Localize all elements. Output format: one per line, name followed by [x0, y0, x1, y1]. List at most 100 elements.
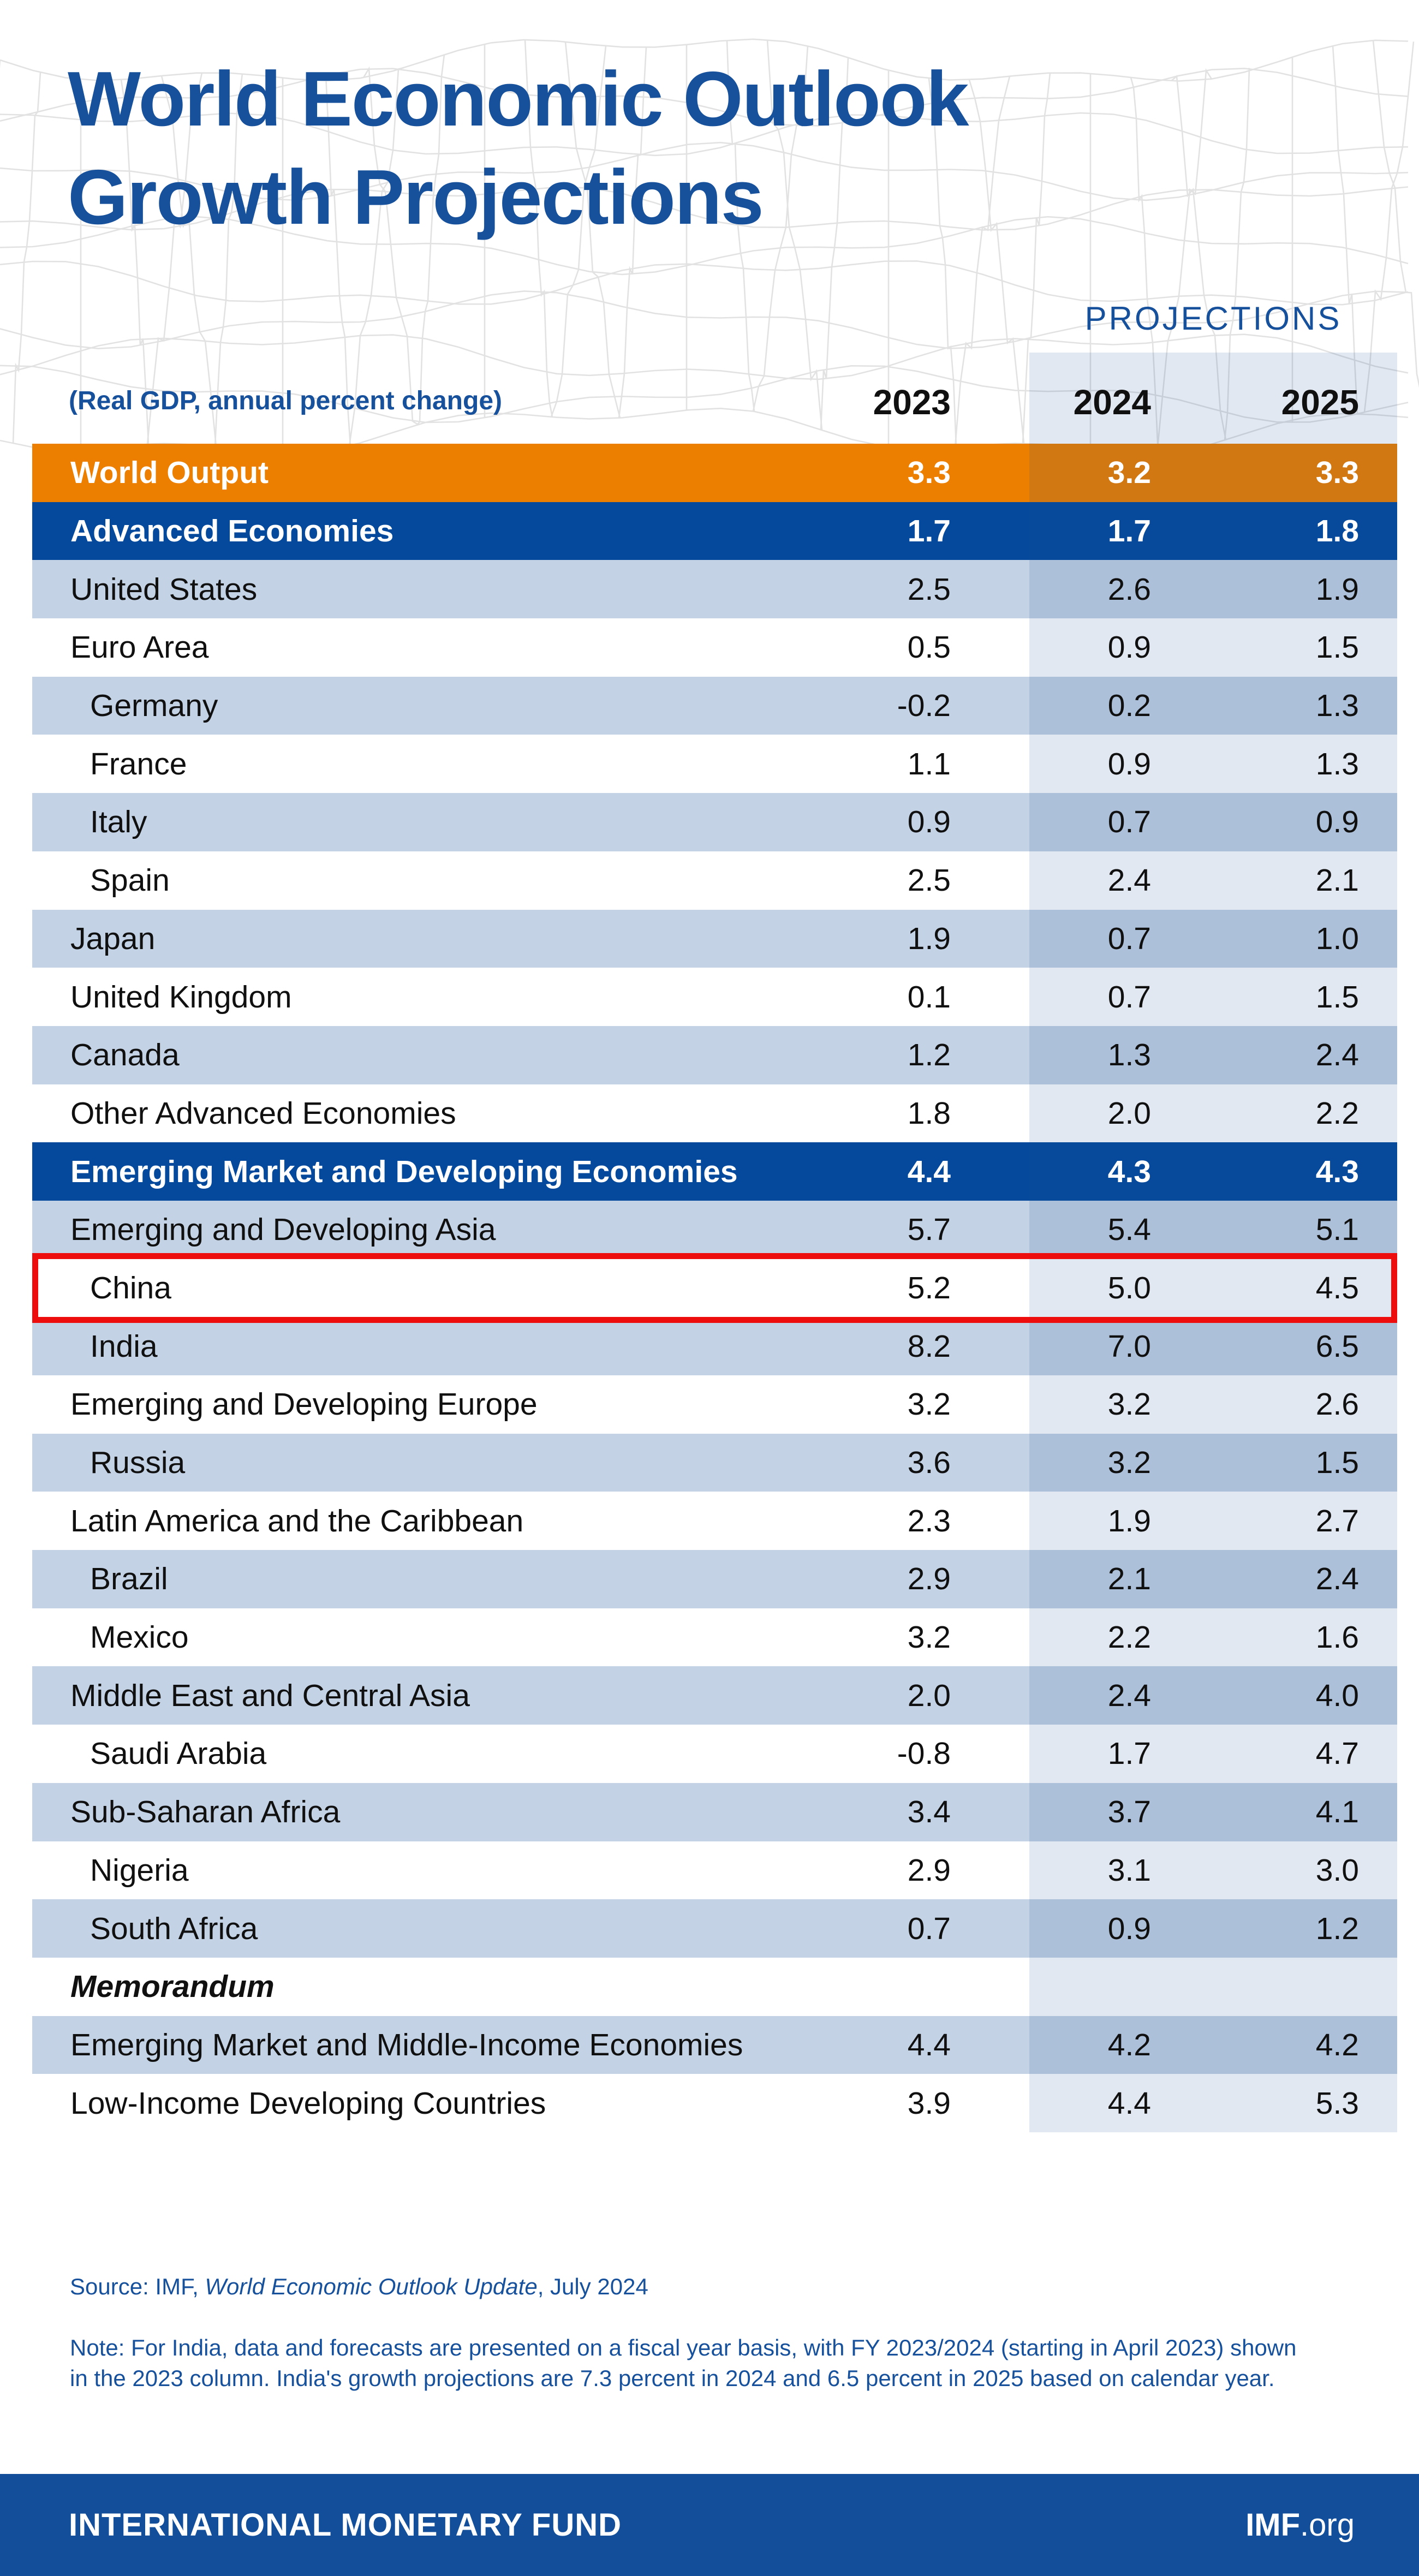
note-text: Note: For India, data and forecasts are …	[70, 2335, 1297, 2391]
row-value-2024: 3.2	[1107, 1445, 1151, 1481]
table-row: France 1.1 0.9 1.3	[32, 735, 1397, 794]
row-value-2023: 1.7	[907, 514, 951, 549]
row-value-2024: 1.7	[1107, 1736, 1151, 1772]
row-value-2023: 2.9	[907, 1561, 951, 1597]
row-value-2023: 4.4	[907, 2027, 951, 2062]
row-value-2023: 3.2	[907, 1620, 951, 1655]
table-row: Advanced Economies 1.7 1.7 1.8	[32, 502, 1397, 560]
row-value-2023: 8.2	[907, 1328, 951, 1364]
row-value-2024: 2.2	[1107, 1620, 1151, 1655]
row-value-2025: 4.3	[1315, 1154, 1359, 1189]
row-value-2023: 4.4	[907, 1154, 951, 1189]
row-value-2024: 4.2	[1107, 2027, 1151, 2062]
column-header-2025: 2025	[1281, 383, 1359, 422]
row-value-2025: 2.6	[1315, 1387, 1359, 1422]
row-value-2024: 0.9	[1107, 1911, 1151, 1946]
row-value-2023: 0.7	[907, 1911, 951, 1946]
row-value-2025: 1.8	[1315, 514, 1359, 549]
growth-projections-table: World Output 3.3 3.2 3.3 Advanced Econom…	[32, 444, 1397, 2132]
projections-label: PROJECTIONS	[1084, 300, 1342, 337]
row-value-2024: 3.1	[1107, 1852, 1151, 1888]
row-value-2025: 5.1	[1315, 1212, 1359, 1248]
row-label: Euro Area	[70, 630, 209, 665]
row-value-2025: 2.2	[1315, 1095, 1359, 1131]
row-value-2025: 3.0	[1315, 1852, 1359, 1888]
row-value-2024: 3.2	[1107, 455, 1151, 491]
row-value-2025: 1.3	[1315, 688, 1359, 724]
row-value-2025: 6.5	[1315, 1328, 1359, 1364]
row-label: Brazil	[90, 1561, 168, 1597]
table-row: Euro Area 0.5 0.9 1.5	[32, 618, 1397, 677]
row-value-2024: 0.7	[1107, 804, 1151, 840]
row-value-2024: 0.9	[1107, 746, 1151, 782]
projections-band	[1029, 353, 1397, 2132]
row-label: Emerging and Developing Europe	[70, 1387, 538, 1422]
row-label: Spain	[90, 863, 170, 898]
row-label: Russia	[90, 1445, 186, 1481]
row-value-2025: 4.7	[1315, 1736, 1359, 1772]
row-value-2023: 3.2	[907, 1387, 951, 1422]
row-value-2025: 2.1	[1315, 863, 1359, 898]
row-value-2024: 2.0	[1107, 1095, 1151, 1131]
row-label: Memorandum	[70, 1969, 275, 2005]
row-value-2025: 4.5	[1315, 1270, 1359, 1305]
table-row: South Africa 0.7 0.9 1.2	[32, 1899, 1397, 1958]
row-value-2023: 2.9	[907, 1852, 951, 1888]
row-label: France	[90, 746, 187, 782]
page-title-line2: Growth Projections	[68, 154, 764, 241]
source-publication: World Economic Outlook Update	[205, 2274, 538, 2299]
row-value-2025: 2.4	[1315, 1561, 1359, 1597]
row-value-2023: -0.2	[897, 688, 951, 724]
row-value-2025: 4.2	[1315, 2027, 1359, 2062]
row-label: Emerging and Developing Asia	[70, 1212, 496, 1248]
row-value-2025: 2.4	[1315, 1037, 1359, 1073]
table-row: United States 2.5 2.6 1.9	[32, 560, 1397, 619]
row-value-2024: 2.6	[1107, 571, 1151, 607]
table-row: Nigeria 2.9 3.1 3.0	[32, 1841, 1397, 1900]
footer-imf-org-bold: IMF	[1245, 2507, 1301, 2543]
row-label: India	[90, 1328, 158, 1364]
row-label: Mexico	[90, 1620, 189, 1655]
row-value-2025: 0.9	[1315, 804, 1359, 840]
row-value-2024: 0.7	[1107, 921, 1151, 956]
table-row: Emerging and Developing Asia 5.7 5.4 5.1	[32, 1200, 1397, 1259]
row-label: Latin America and the Caribbean	[70, 1503, 524, 1539]
footer-imf-org-link[interactable]: IMF.org	[1245, 2507, 1355, 2543]
row-value-2023: 2.5	[907, 863, 951, 898]
table-row: Brazil 2.9 2.1 2.4	[32, 1550, 1397, 1608]
row-value-2023: 2.0	[907, 1678, 951, 1713]
table-row: Sub-Saharan Africa 3.4 3.7 4.1	[32, 1782, 1397, 1841]
row-label: Canada	[70, 1037, 180, 1073]
page-title: World Economic Outlook Growth Projection…	[68, 50, 969, 247]
row-value-2025: 4.0	[1315, 1678, 1359, 1713]
table-row: Middle East and Central Asia 2.0 2.4 4.0	[32, 1666, 1397, 1725]
table-row: Emerging Market and Developing Economies…	[32, 1142, 1397, 1201]
row-value-2024: 4.4	[1107, 2085, 1151, 2121]
row-value-2025: 2.7	[1315, 1503, 1359, 1539]
row-value-2023: -0.8	[897, 1736, 951, 1772]
row-value-2023: 1.2	[907, 1037, 951, 1073]
source-line: Source: IMF, World Economic Outlook Upda…	[70, 2274, 648, 2300]
source-suffix: , July 2024	[537, 2274, 648, 2299]
row-value-2025: 1.3	[1315, 746, 1359, 782]
row-value-2024: 1.9	[1107, 1503, 1151, 1539]
row-value-2023: 1.1	[907, 746, 951, 782]
table-row: Spain 2.5 2.4 2.1	[32, 851, 1397, 910]
table-row: China 5.2 5.0 4.5	[32, 1259, 1397, 1317]
row-value-2024: 2.4	[1107, 863, 1151, 898]
table-row: Canada 1.2 1.3 2.4	[32, 1025, 1397, 1084]
table-rows: World Output 3.3 3.2 3.3 Advanced Econom…	[32, 444, 1397, 2132]
row-value-2025: 1.6	[1315, 1620, 1359, 1655]
row-value-2023: 1.8	[907, 1095, 951, 1131]
row-label: Low-Income Developing Countries	[70, 2085, 546, 2121]
row-value-2023: 3.3	[907, 455, 951, 491]
row-value-2025: 4.1	[1315, 1794, 1359, 1830]
table-row: Memorandum	[32, 1957, 1397, 2016]
table-row: Saudi Arabia -0.8 1.7 4.7	[32, 1725, 1397, 1783]
row-label: Italy	[90, 804, 147, 840]
row-label: Middle East and Central Asia	[70, 1678, 470, 1713]
row-value-2023: 3.9	[907, 2085, 951, 2121]
row-value-2024: 3.7	[1107, 1794, 1151, 1830]
row-value-2025: 1.5	[1315, 979, 1359, 1015]
row-value-2025: 1.2	[1315, 1911, 1359, 1946]
